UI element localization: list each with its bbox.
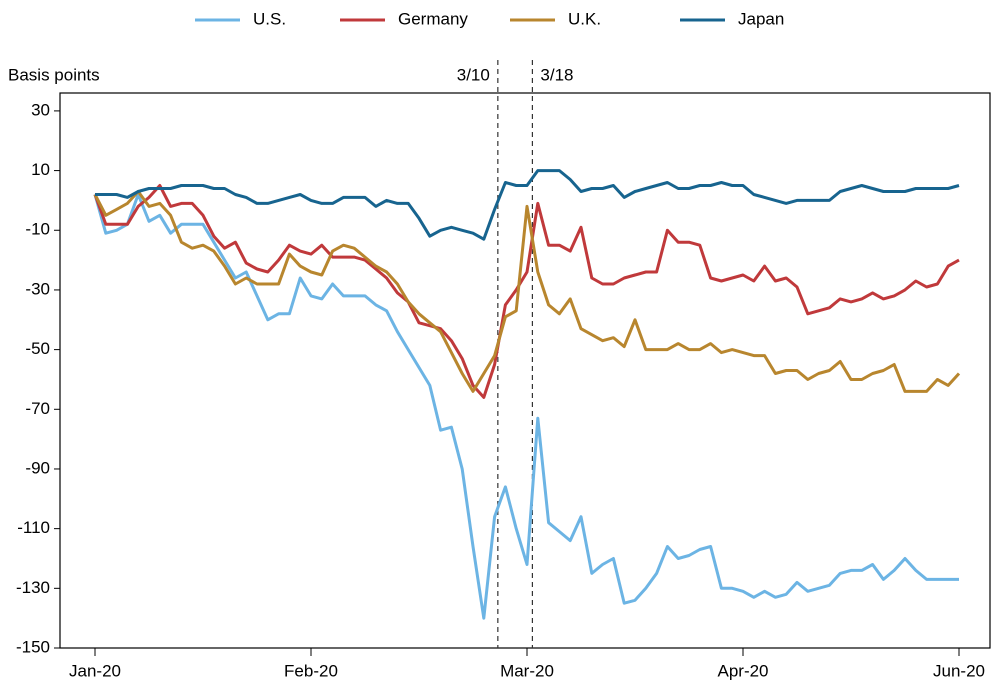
legend-label: U.K.: [568, 9, 601, 28]
plot-frame: [59, 92, 991, 649]
legend-label: Germany: [398, 9, 468, 28]
y-tick-label: -10: [25, 220, 50, 239]
y-tick-label: 30: [31, 100, 50, 119]
y-tick-label: 10: [31, 160, 50, 179]
series-line: [93, 193, 959, 620]
series-line: [93, 190, 961, 393]
y-tick-label: -30: [25, 279, 50, 298]
x-tick-label: Apr-20: [717, 661, 768, 680]
y-tick-label: -110: [17, 518, 50, 537]
x-tick-label: Mar-20: [500, 661, 554, 680]
y-axis-label: Basis points: [8, 65, 100, 84]
legend-label: U.S.: [253, 9, 286, 28]
event-label: 3/10: [457, 65, 490, 84]
series-line: [95, 169, 960, 241]
y-tick-label: -50: [25, 339, 50, 358]
y-tick-label: -90: [25, 458, 50, 477]
event-label: 3/18: [540, 65, 573, 84]
y-tick-label: -150: [16, 637, 50, 656]
x-tick-label: Jan-20: [69, 661, 121, 680]
x-tick-label: Jun-20: [933, 661, 985, 680]
y-tick-label: -130: [16, 578, 50, 597]
x-tick-label: Feb-20: [284, 661, 338, 680]
y-tick-label: -70: [25, 399, 50, 418]
series-line: [93, 184, 960, 399]
legend-label: Japan: [738, 9, 784, 28]
